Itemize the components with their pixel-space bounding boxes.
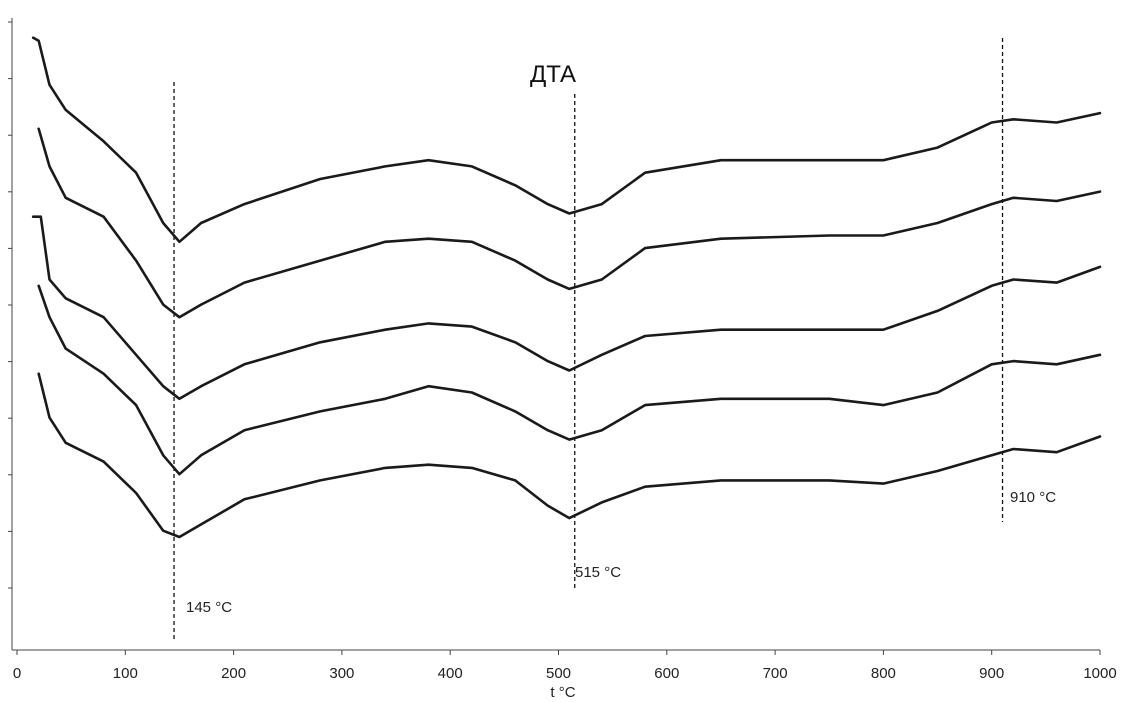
series-line-3 [31,215,1102,401]
x-tick-label: 600 [654,665,679,682]
x-tick-label: 900 [979,665,1004,682]
series-line-4 [37,284,1102,476]
x-tick-label: 300 [329,665,354,682]
x-tick-label: 500 [546,665,571,682]
peak-marker-label: 910 °C [1010,489,1056,506]
chart-title: ДТА [530,61,576,88]
peak-marker-label: 145 °C [186,599,232,616]
x-tick-group [16,650,1101,655]
series-line-5 [37,372,1102,539]
x-tick-label: 1000 [1083,665,1116,682]
series-line-1 [31,36,1102,244]
series-line-2 [37,127,1102,319]
peak-marker-label: 515 °C [575,564,621,581]
x-axis-title: t °C [550,684,575,701]
series-group [31,36,1102,539]
peak-marker-group: 145 °C 515 °C 910 °C [173,38,1056,642]
x-tick-label: 0 [13,665,21,682]
x-tick-label: 800 [871,665,896,682]
x-tick-label: 200 [221,665,246,682]
x-tick-label-group: 0 100 200 300 400 500 600 700 800 900 1000 [13,665,1117,682]
x-tick-label: 700 [763,665,788,682]
y-tick-group [8,21,12,589]
x-tick-label: 100 [113,665,138,682]
x-tick-label: 400 [438,665,463,682]
